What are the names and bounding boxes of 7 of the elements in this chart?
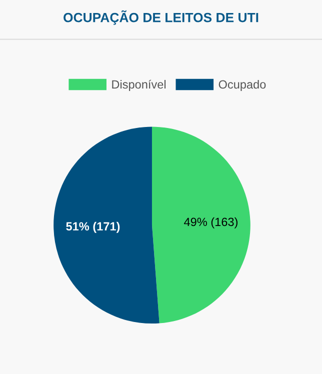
data-label: 51% (171) — [66, 222, 120, 233]
legend-label: Ocupado — [218, 80, 266, 91]
pie-slice — [54, 126, 160, 324]
chart-title: OCUPAÇÃO DE LEITOS DE UTI — [64, 10, 258, 25]
data-label: 49% (163) — [184, 217, 238, 228]
legend-label: Disponível — [112, 80, 166, 91]
pie-slice — [152, 126, 250, 324]
